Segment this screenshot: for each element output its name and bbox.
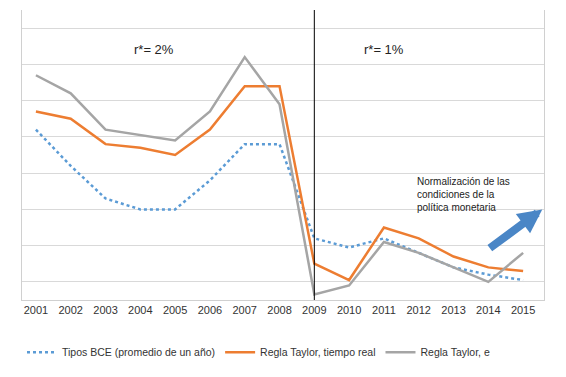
svg-text:Tipos BCE (promedio de un año): Tipos BCE (promedio de un año) [62,346,215,358]
svg-text:2010: 2010 [337,304,361,316]
svg-text:2015: 2015 [511,304,535,316]
svg-text:Regla Taylor, tiempo real: Regla Taylor, tiempo real [260,346,375,358]
svg-text:2007: 2007 [232,304,256,316]
svg-text:2008: 2008 [267,304,291,316]
svg-text:2012: 2012 [406,304,430,316]
svg-text:2005: 2005 [163,304,187,316]
svg-text:2014: 2014 [476,304,500,316]
svg-text:2004: 2004 [128,304,152,316]
svg-text:r*= 2%: r*= 2% [134,42,174,57]
svg-text:r*= 1%: r*= 1% [364,42,404,57]
svg-text:2006: 2006 [198,304,222,316]
svg-text:2003: 2003 [93,304,117,316]
svg-text:2001: 2001 [24,304,48,316]
svg-text:Regla Taylor, e: Regla Taylor, e [420,346,489,358]
svg-text:Normalización de lascondicione: Normalización de lascondiciones de lapol… [417,176,510,213]
svg-text:2009: 2009 [302,304,326,316]
svg-text:2011: 2011 [372,304,396,316]
svg-text:2013: 2013 [441,304,465,316]
svg-text:2002: 2002 [58,304,82,316]
